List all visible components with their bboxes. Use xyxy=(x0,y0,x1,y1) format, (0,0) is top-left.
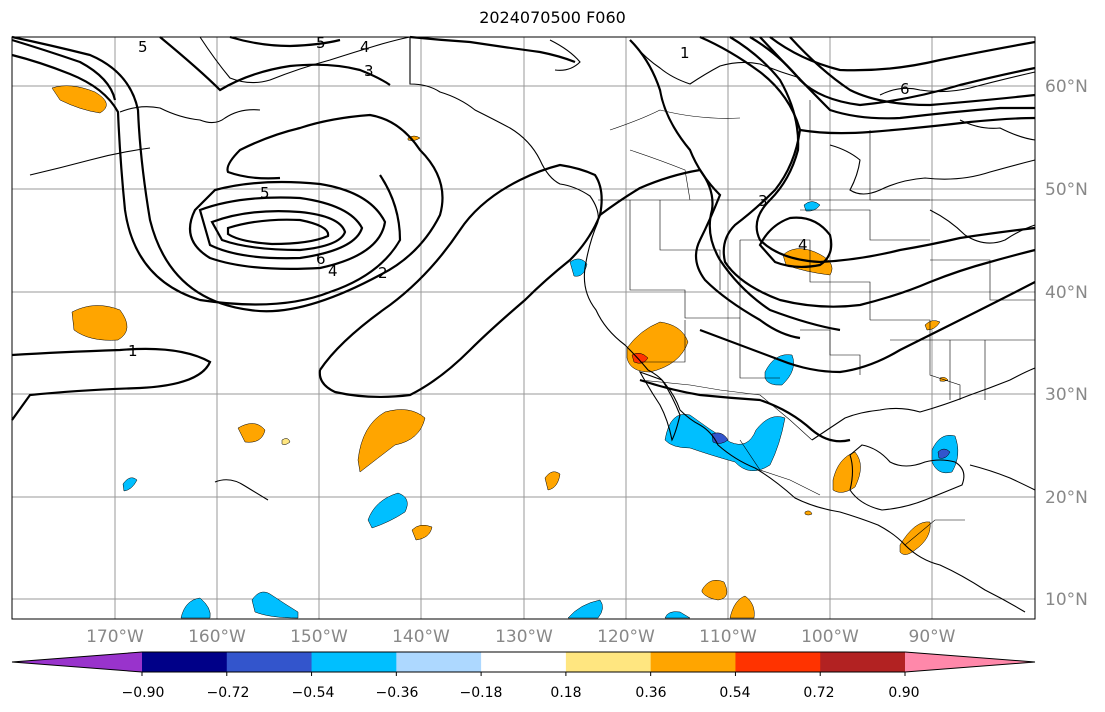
shaded-anomaly-patches xyxy=(51,85,959,619)
lon-label: 140°W xyxy=(392,627,450,647)
contour-label: 4 xyxy=(328,262,338,280)
lon-label: 160°W xyxy=(188,627,246,647)
map-title: 2024070500 F060 xyxy=(479,8,626,27)
colorbar-tick-label: −0.54 xyxy=(292,685,335,701)
lat-label: 40°N xyxy=(1045,283,1088,303)
colorbar-ticks: −0.90 −0.72 −0.54 −0.36 −0.18 0.18 0.36 … xyxy=(122,685,920,701)
colorbar-segment xyxy=(820,652,906,672)
colorbar-tick-label: −0.72 xyxy=(207,685,250,701)
contour-label: 3 xyxy=(758,192,768,210)
colorbar-tick-label: 0.18 xyxy=(550,685,581,701)
colorbar-extend-high xyxy=(905,652,1035,672)
colorbar-tick-label: 0.72 xyxy=(803,685,834,701)
lon-label: 120°W xyxy=(597,627,655,647)
longitude-labels: 170°W 160°W 150°W 140°W 130°W 120°W 110°… xyxy=(86,627,956,647)
lat-label: 30°N xyxy=(1045,385,1088,405)
contour-labels: 1 2 3 4 5 6 1 3 4 5 6 5 4 xyxy=(128,34,910,360)
colorbar-tick-label: −0.90 xyxy=(122,685,165,701)
lat-label: 10°N xyxy=(1045,590,1088,610)
lon-label: 90°W xyxy=(909,627,956,647)
contour-label: 3 xyxy=(364,62,374,80)
lon-label: 130°W xyxy=(495,627,553,647)
coastlines xyxy=(29,36,1036,613)
colorbar-segment xyxy=(565,652,652,672)
lon-label: 110°W xyxy=(699,627,757,647)
colorbar-segment xyxy=(226,652,313,672)
lat-label: 60°N xyxy=(1045,77,1088,97)
colorbar-segment xyxy=(396,652,482,672)
contour-label: 5 xyxy=(260,184,270,202)
latitude-labels: 60°N 50°N 40°N 30°N 20°N 10°N xyxy=(1045,77,1088,610)
lon-label: 100°W xyxy=(801,627,859,647)
colorbar-tick-label: 0.90 xyxy=(888,685,919,701)
colorbar-segment xyxy=(650,652,736,672)
colorbar-segment xyxy=(142,652,228,672)
colorbar-segment xyxy=(311,652,397,672)
colorbar-tick-label: 0.54 xyxy=(719,685,750,701)
colorbar-segment xyxy=(481,652,567,672)
colorbar-segment xyxy=(735,652,821,672)
political-borders xyxy=(598,100,1035,546)
contour-label: 6 xyxy=(900,80,910,98)
contour-label: 2 xyxy=(378,264,388,282)
colorbar-tick-label: −0.36 xyxy=(376,685,419,701)
colorbar-tick-label: −0.18 xyxy=(460,685,503,701)
contour-label: 5 xyxy=(138,38,148,56)
colorbar xyxy=(11,651,1036,676)
contour-label: 4 xyxy=(798,236,808,254)
contour-label: 5 xyxy=(316,34,326,52)
contour-lines xyxy=(11,35,1036,443)
contour-label: 6 xyxy=(316,250,326,268)
colorbar-extend-low xyxy=(12,652,142,672)
contour-label: 1 xyxy=(680,44,690,62)
contour-label: 4 xyxy=(360,38,370,56)
colorbar-tick-label: 0.36 xyxy=(635,685,666,701)
contour-label: 1 xyxy=(128,342,138,360)
lon-label: 150°W xyxy=(290,627,348,647)
map-frame xyxy=(11,36,1036,620)
lon-label: 170°W xyxy=(86,627,144,647)
lat-label: 20°N xyxy=(1045,488,1088,508)
lat-label: 50°N xyxy=(1045,180,1088,200)
